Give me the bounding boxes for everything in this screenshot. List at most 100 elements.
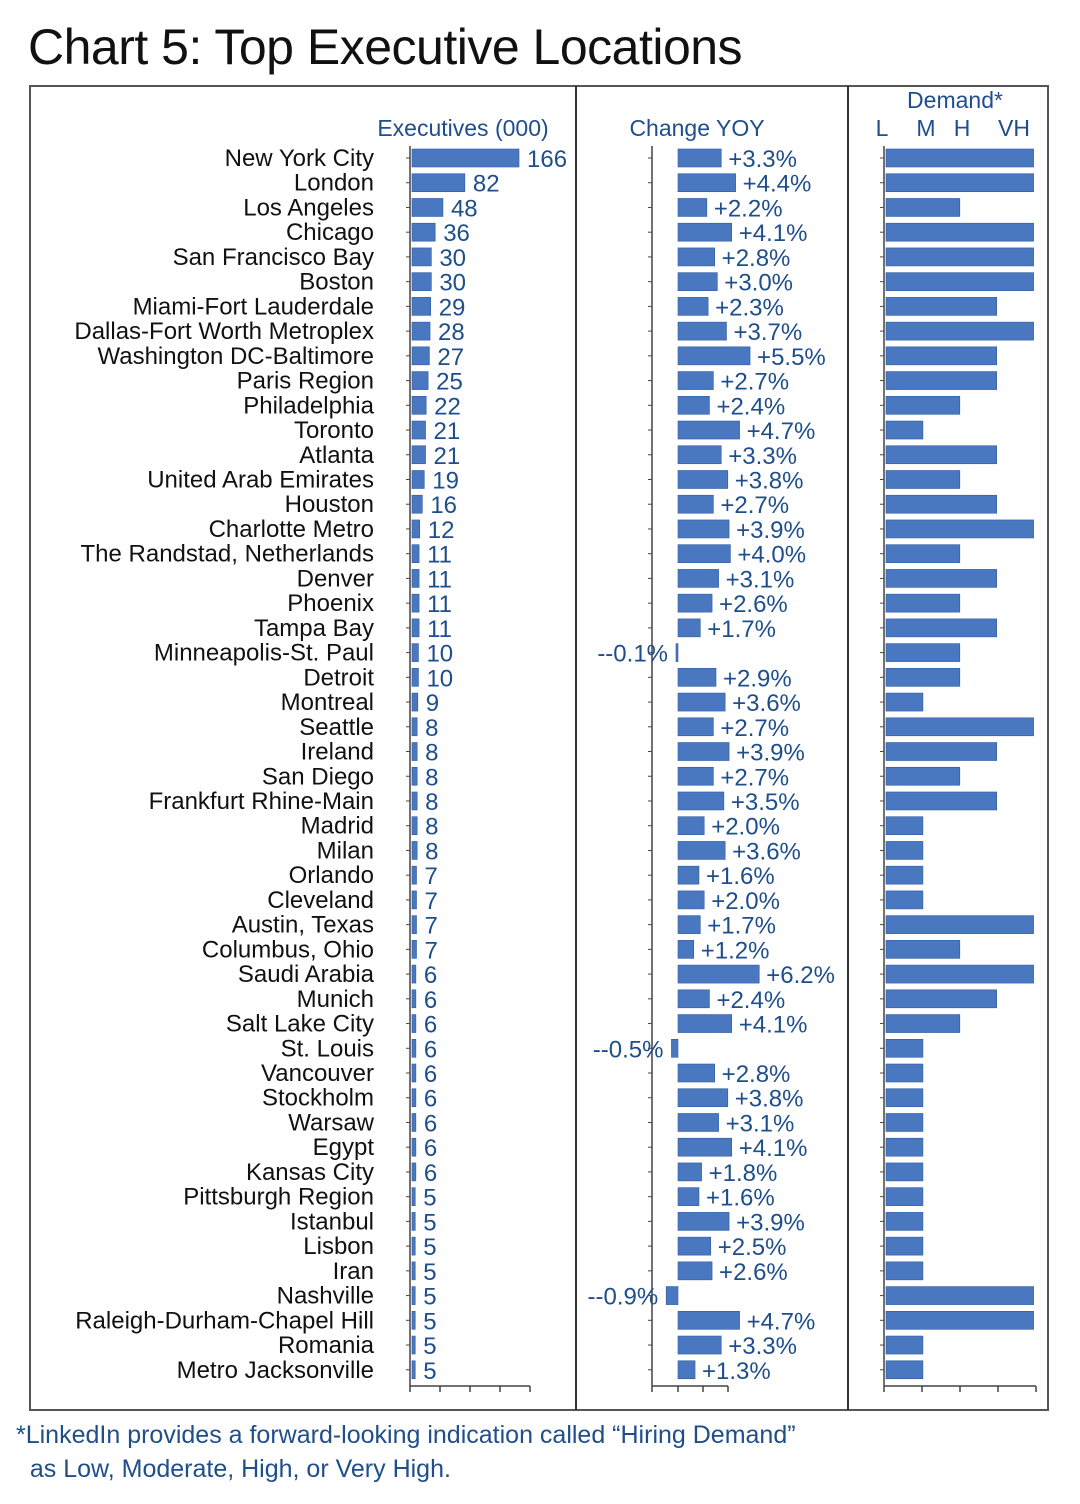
change-value-label: +3.7% xyxy=(733,319,802,346)
change-bar xyxy=(671,1038,679,1058)
panel-header: Executives (000) xyxy=(377,115,548,141)
change-bar xyxy=(677,964,760,984)
demand-bar xyxy=(885,420,924,440)
executives-value-label: 22 xyxy=(434,393,461,420)
demand-bar xyxy=(885,371,997,390)
executives-bar xyxy=(411,1187,416,1206)
change-value-label: +3.9% xyxy=(736,740,805,767)
change-bar xyxy=(677,989,710,1009)
category-label: San Francisco Bay xyxy=(173,244,374,271)
executives-value-label: 11 xyxy=(427,566,452,593)
executives-value-label: 5 xyxy=(423,1234,436,1261)
demand-bar xyxy=(885,1137,924,1157)
category-label: St. Louis xyxy=(281,1035,374,1062)
demand-bar xyxy=(885,915,1034,934)
change-value-label: +3.1% xyxy=(726,1110,795,1137)
category-label: Kansas City xyxy=(246,1159,374,1186)
executives-value-label: 7 xyxy=(425,913,438,940)
category-label: Detroit xyxy=(303,664,374,691)
text-layer: Executives (000) Change YOY Demand* L M H VH Ne… xyxy=(74,87,1030,1385)
change-bar xyxy=(677,173,736,193)
demand-bar xyxy=(885,717,1034,737)
executives-value-label: 27 xyxy=(437,344,464,371)
demand-bar xyxy=(885,519,1034,539)
change-bar xyxy=(677,692,726,712)
demand-bar xyxy=(885,816,924,836)
executives-value-label: 5 xyxy=(423,1259,436,1286)
category-label: Milan xyxy=(317,837,374,864)
demand-bar xyxy=(885,1088,924,1108)
change-value-label: +4.1% xyxy=(739,1135,808,1162)
executives-value-label: 11 xyxy=(427,616,452,643)
category-label: Paris Region xyxy=(237,368,374,395)
demand-bar xyxy=(885,222,1034,242)
executives-bar xyxy=(411,1014,417,1033)
change-value-label: +1.7% xyxy=(707,616,776,643)
change-bar xyxy=(677,1014,733,1033)
change-value-label: +2.5% xyxy=(718,1234,787,1261)
demand-bar xyxy=(885,890,924,910)
change-value-label: +4.7% xyxy=(747,1308,816,1335)
change-bar xyxy=(677,222,733,242)
chart-title: Chart 5: Top Executive Locations xyxy=(28,19,743,75)
change-value-label: +2.4% xyxy=(716,393,785,420)
executives-bar xyxy=(411,198,444,217)
change-bar xyxy=(677,247,715,267)
executives-value-label: 8 xyxy=(425,740,438,767)
demand-bar xyxy=(885,247,1034,267)
change-value-label: +1.3% xyxy=(702,1358,771,1385)
change-value-label: +1.2% xyxy=(701,937,770,964)
change-bar xyxy=(677,717,714,737)
demand-bar xyxy=(885,321,1034,341)
change-value-label: +2.8% xyxy=(722,245,791,272)
executives-value-label: 6 xyxy=(424,1061,437,1088)
executives-value-label: 21 xyxy=(434,418,461,445)
executives-bar xyxy=(411,618,420,638)
change-bar xyxy=(677,1187,700,1206)
executives-bar xyxy=(411,148,520,168)
executives-value-label: 28 xyxy=(438,319,465,346)
category-label: Phoenix xyxy=(287,590,374,617)
demand-bar xyxy=(885,1261,924,1281)
executives-bar xyxy=(411,1212,416,1231)
category-label: Madrid xyxy=(301,813,374,840)
demand-bar xyxy=(885,964,1034,984)
change-value-label: +1.8% xyxy=(709,1160,778,1187)
chart-frame xyxy=(29,85,1049,1411)
category-label: Nashville xyxy=(277,1283,374,1310)
change-bar xyxy=(665,1286,679,1305)
panel-header: Demand* xyxy=(907,87,1003,113)
category-label: Washington DC-Baltimore xyxy=(97,343,374,370)
executives-bar xyxy=(411,1286,416,1305)
executives-bar xyxy=(411,445,426,465)
change-value-label: +3.6% xyxy=(732,690,801,717)
change-value-label: +3.3% xyxy=(728,146,797,173)
executives-bar xyxy=(411,519,421,539)
change-bar xyxy=(677,148,722,168)
change-value-label: +5.5% xyxy=(757,344,826,371)
demand-bar xyxy=(885,1038,924,1058)
executives-bar xyxy=(411,346,430,366)
demand-bar xyxy=(885,1014,961,1033)
category-label: Charlotte Metro xyxy=(209,516,374,543)
category-label: Tampa Bay xyxy=(254,615,374,642)
executives-bar xyxy=(411,272,432,291)
executives-bar xyxy=(411,593,420,613)
change-value-label: +1.6% xyxy=(706,863,775,890)
executives-bar xyxy=(411,742,418,761)
axes-layer xyxy=(406,146,1037,1392)
category-label: Raleigh-Durham-Chapel Hill xyxy=(75,1307,374,1334)
change-bar xyxy=(677,420,740,440)
executives-value-label: 7 xyxy=(425,863,438,890)
demand-bar xyxy=(885,1236,924,1256)
category-label: Munich xyxy=(297,986,374,1013)
footnote: *LinkedIn provides a forward-looking ind… xyxy=(16,1421,796,1483)
executives-bar xyxy=(411,643,419,662)
category-label: Minneapolis-St. Paul xyxy=(154,640,374,667)
category-label: Columbus, Ohio xyxy=(202,936,374,963)
change-value-label: +2.0% xyxy=(711,888,780,915)
change-value-label: +3.9% xyxy=(736,1209,805,1236)
change-value-label: +2.0% xyxy=(711,814,780,841)
category-label: Philadelphia xyxy=(243,392,374,419)
marks-layer xyxy=(411,148,1034,1380)
